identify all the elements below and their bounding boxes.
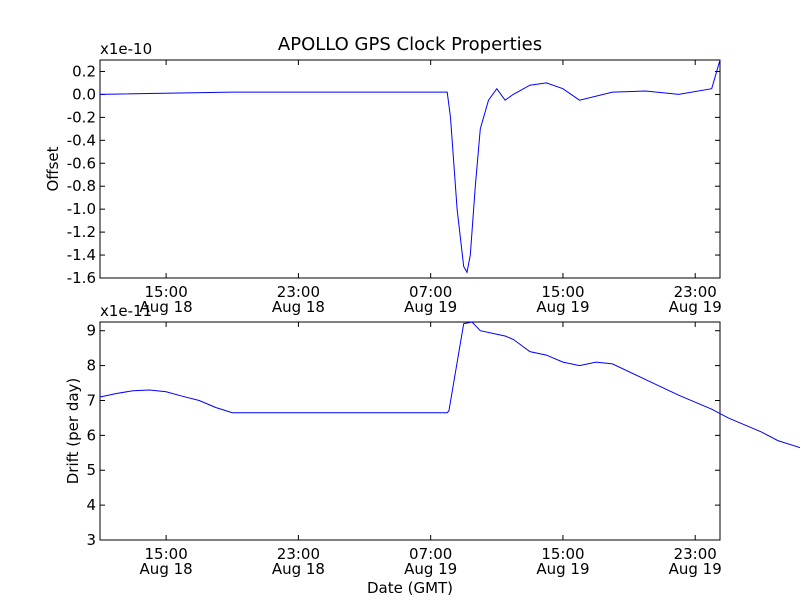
x-tick-time-label: 15:00 — [541, 545, 584, 563]
offset-y-ticks: 0.2 0.0 -0.2 -0.4 -0.6 -0.8 -1.0 -1.2 -1.4 -1.6 — [67, 62, 720, 287]
x-tick-time-label: 15:00 — [145, 545, 188, 563]
y-tick-label: 7 — [86, 391, 96, 409]
offset-y-offset-text: x1e-10 — [100, 40, 152, 58]
y-tick-label: 9 — [86, 322, 96, 340]
y-tick-label: 0.0 — [72, 85, 96, 103]
x-tick-time-label: 15:00 — [145, 283, 188, 301]
y-tick-label: 5 — [86, 461, 96, 479]
x-tick-time-label: 23:00 — [674, 283, 717, 301]
y-tick-label: -1.4 — [67, 246, 96, 264]
x-tick-time-label: 23:00 — [674, 545, 717, 563]
y-tick-label: -0.6 — [67, 154, 96, 172]
y-tick-label: 6 — [86, 426, 96, 444]
x-tick-date-label: Aug 19 — [669, 560, 722, 578]
drift-series-line — [99, 321, 800, 449]
offset-y-axis-label: Offset — [44, 146, 62, 191]
x-tick-date-label: Aug 18 — [272, 298, 325, 316]
y-tick-label: -0.4 — [67, 131, 96, 149]
y-tick-label: -0.8 — [67, 177, 96, 195]
y-tick-label: -1.0 — [67, 200, 96, 218]
x-tick-date-label: Aug 19 — [404, 560, 457, 578]
y-tick-label: 4 — [86, 496, 96, 514]
x-tick-date-label: Aug 19 — [669, 298, 722, 316]
y-tick-label: 3 — [86, 531, 96, 549]
x-tick-date-label: Aug 19 — [404, 298, 457, 316]
x-tick-date-label: Aug 18 — [140, 560, 193, 578]
x-tick-time-label: 07:00 — [409, 545, 452, 563]
offset-series-line — [99, 59, 721, 274]
drift-x-axis-label: Date (GMT) — [367, 579, 453, 597]
x-tick-date-label: Aug 18 — [272, 560, 325, 578]
x-tick-date-label: Aug 19 — [536, 560, 589, 578]
offset-plot-panel: x1e-10 Offset 0.2 0.0 -0.2 -0.4 -0.6 -0.8 -1.0… — [44, 40, 722, 316]
drift-y-ticks: 9 8 7 6 5 4 3 — [86, 322, 720, 549]
x-tick-time-label: 15:00 — [541, 283, 584, 301]
x-tick-date-label: Aug 18 — [140, 298, 193, 316]
y-tick-label: -0.2 — [67, 108, 96, 126]
y-tick-label: 0.2 — [72, 62, 96, 80]
drift-plot-area — [99, 321, 721, 541]
offset-plot-area — [99, 59, 721, 279]
drift-y-offset-text: x1e-11 — [100, 302, 152, 320]
x-tick-time-label: 23:00 — [277, 283, 320, 301]
y-tick-label: -1.6 — [67, 269, 96, 287]
y-tick-label: -1.2 — [67, 223, 96, 241]
x-tick-time-label: 23:00 — [277, 545, 320, 563]
drift-y-axis-label: Drift (per day) — [64, 378, 82, 485]
x-tick-time-label: 07:00 — [409, 283, 452, 301]
chart-title: APOLLO GPS Clock Properties — [278, 34, 542, 55]
x-tick-date-label: Aug 19 — [536, 298, 589, 316]
y-tick-label: 8 — [86, 357, 96, 375]
